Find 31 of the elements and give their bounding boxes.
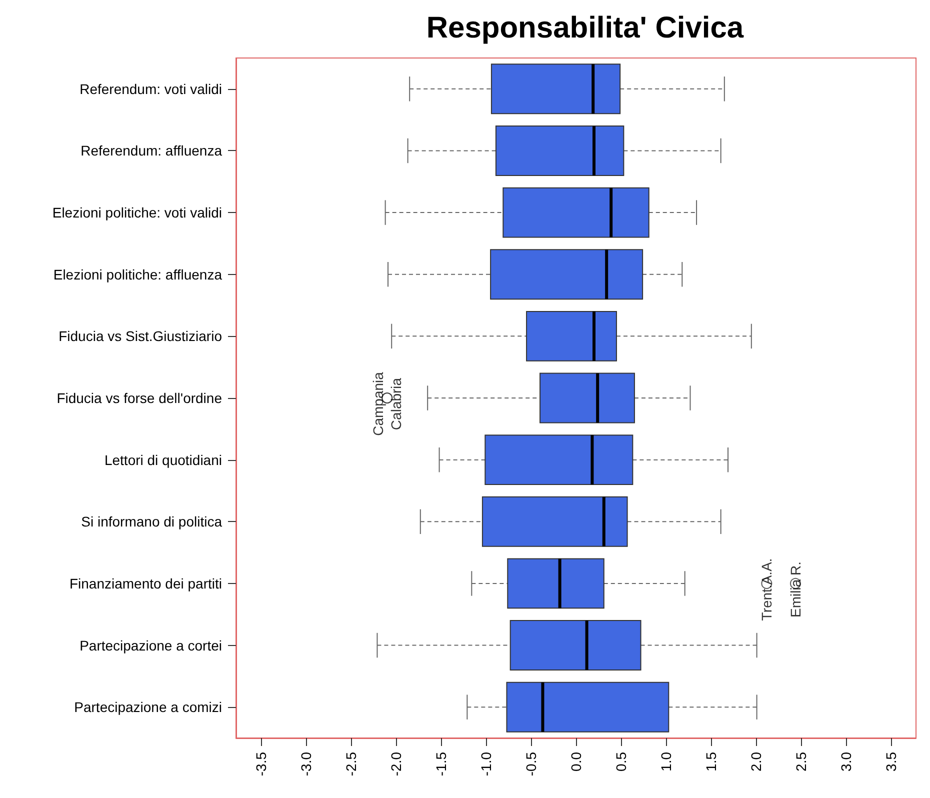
x-tick-label: -2.5 [343, 752, 360, 776]
y-tick-label: Finanziamento dei partiti [69, 575, 222, 592]
x-tick-label: 1.0 [658, 752, 674, 772]
y-tick-label: Referendum: voti validi [80, 80, 222, 97]
annotation: Trent.A.A. [758, 558, 775, 621]
x-tick-label: -0.5 [523, 752, 540, 776]
x-tick-label: 3.0 [838, 752, 854, 772]
y-tick-label: Elezioni politiche: affluenza [53, 266, 222, 282]
x-tick-label: 1.5 [702, 752, 719, 772]
x-tick-label: -3.5 [253, 752, 270, 776]
y-tick-label: Fiducia vs forse dell'ordine [56, 390, 222, 406]
y-tick-label: Elezioni politiche: voti validi [52, 204, 222, 221]
x-tick-label: -2.0 [388, 752, 404, 776]
x-tick-label: 3.5 [882, 752, 899, 772]
annotation: Emilia R. [787, 561, 804, 618]
annotation: Campania [370, 372, 386, 436]
x-tick-label: 0.5 [612, 752, 629, 772]
y-tick-label: Referendum: affluenza [80, 142, 222, 159]
y-tick-label: Si informano di politica [81, 514, 222, 530]
chart-title: Responsabilita' Civica [426, 12, 744, 44]
y-tick-label: Lettori di quotidiani [104, 452, 222, 468]
x-tick-label: -3.0 [298, 752, 314, 776]
x-tick-label: -1.0 [478, 752, 494, 776]
x-tick-label: 2.5 [792, 752, 809, 772]
y-tick-label: Partecipazione a comizi [74, 699, 222, 716]
x-tick-label: 0.0 [568, 752, 584, 772]
x-tick-label: -1.5 [433, 752, 450, 776]
y-tick-label: Partecipazione a cortei [80, 637, 222, 654]
y-tick-label: Fiducia vs Sist.Giustiziario [58, 328, 222, 344]
x-tick-label: 2.0 [748, 752, 764, 772]
annotation: Calabria [388, 378, 404, 430]
